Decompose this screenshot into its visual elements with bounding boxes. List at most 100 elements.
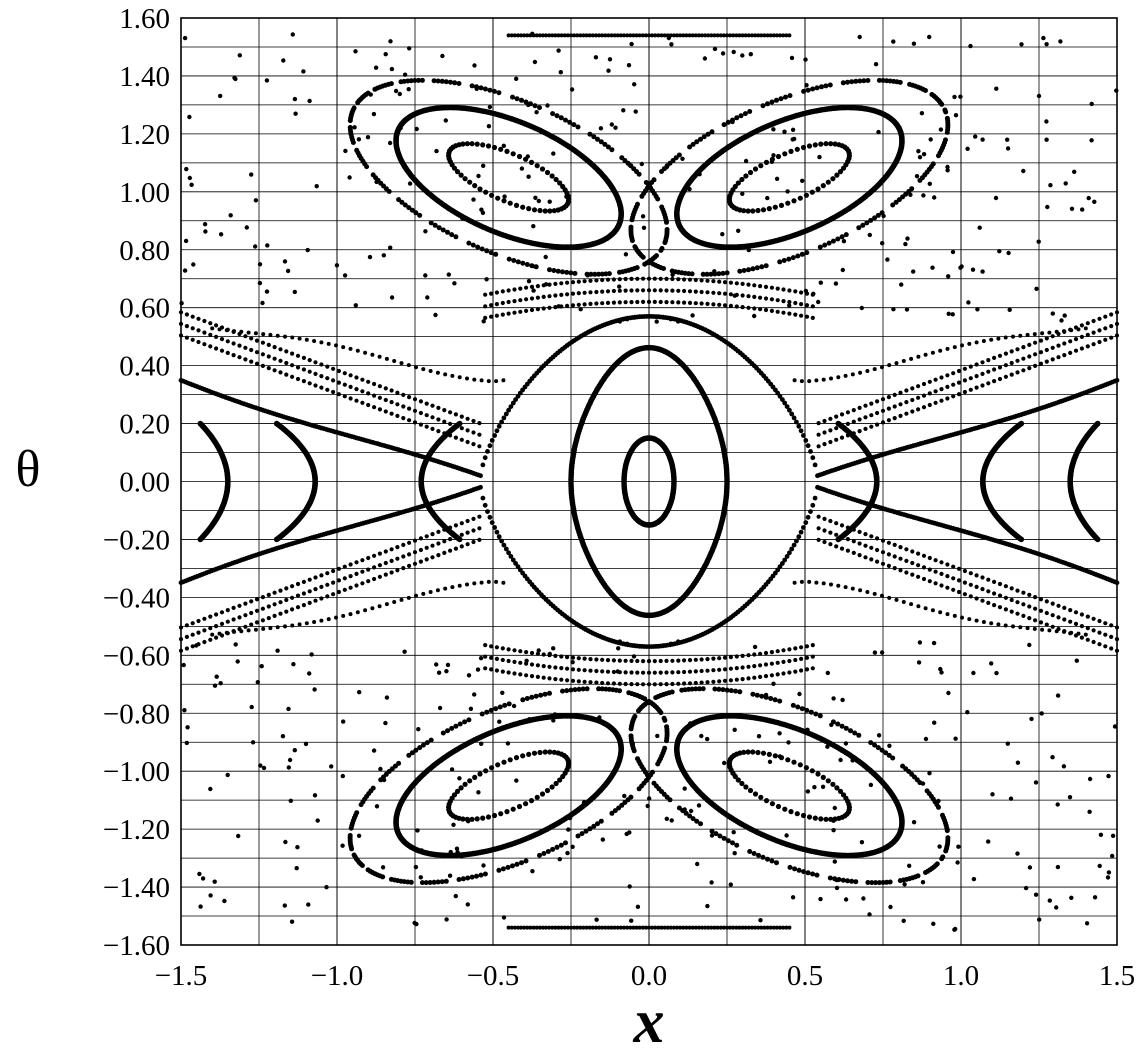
data-point bbox=[992, 603, 997, 608]
data-point bbox=[659, 169, 664, 174]
data-point bbox=[945, 373, 950, 378]
data-point bbox=[782, 151, 788, 157]
data-point bbox=[1011, 334, 1015, 339]
data-point bbox=[775, 286, 780, 291]
data-point bbox=[239, 629, 244, 634]
data-point bbox=[807, 379, 812, 384]
data-point bbox=[830, 238, 836, 244]
data-point bbox=[560, 183, 566, 190]
data-point bbox=[796, 423, 802, 429]
data-point bbox=[1091, 318, 1096, 324]
data-point bbox=[654, 253, 659, 259]
data-point bbox=[428, 369, 433, 373]
data-point bbox=[775, 660, 780, 665]
data-point bbox=[190, 337, 195, 342]
data-point bbox=[442, 419, 447, 424]
data-point bbox=[568, 687, 574, 693]
data-point bbox=[479, 378, 484, 383]
data-point bbox=[1103, 621, 1108, 626]
data-point bbox=[487, 443, 493, 449]
data-point bbox=[424, 534, 429, 539]
data-point bbox=[418, 536, 423, 541]
data-point bbox=[711, 279, 716, 284]
data-point bbox=[1038, 338, 1044, 343]
data-point bbox=[728, 280, 734, 285]
data-point bbox=[1003, 584, 1009, 589]
data-point bbox=[1068, 350, 1073, 355]
data-point bbox=[962, 592, 968, 597]
data-point bbox=[389, 570, 394, 575]
data-point bbox=[1033, 618, 1038, 623]
data-point bbox=[465, 439, 470, 445]
data-point bbox=[670, 300, 675, 305]
data-point bbox=[491, 144, 498, 151]
data-point bbox=[541, 675, 546, 680]
data-point bbox=[243, 601, 248, 606]
data-point bbox=[743, 784, 749, 790]
data-point bbox=[534, 794, 540, 800]
data-point bbox=[805, 443, 811, 449]
data-point bbox=[799, 656, 804, 662]
data-point bbox=[810, 643, 815, 648]
data-point bbox=[372, 553, 377, 558]
data-point bbox=[793, 289, 798, 294]
data-point bbox=[887, 595, 892, 600]
data-point bbox=[503, 546, 509, 552]
data-point bbox=[571, 122, 577, 128]
data-point bbox=[801, 525, 806, 530]
data-point bbox=[765, 101, 770, 107]
data-point bbox=[465, 582, 469, 587]
data-point bbox=[253, 627, 258, 632]
data-point bbox=[661, 315, 666, 320]
data-point bbox=[904, 558, 909, 564]
data-point bbox=[1076, 327, 1081, 332]
data-point bbox=[472, 377, 477, 382]
data-point bbox=[342, 576, 347, 581]
data-point bbox=[478, 473, 483, 479]
data-point bbox=[1109, 634, 1114, 640]
data-point bbox=[407, 395, 412, 400]
data-point bbox=[462, 176, 468, 182]
data-point bbox=[939, 571, 944, 577]
data-point bbox=[809, 189, 815, 195]
data-point bbox=[278, 347, 283, 352]
data-point bbox=[325, 387, 330, 392]
data-point bbox=[615, 734, 622, 741]
data-point bbox=[1047, 330, 1052, 335]
data-point bbox=[647, 314, 651, 319]
data-point bbox=[313, 371, 318, 376]
data-point bbox=[740, 665, 745, 670]
data-point bbox=[547, 282, 552, 287]
data-point bbox=[734, 654, 739, 659]
data-point bbox=[506, 256, 512, 262]
data-point bbox=[775, 649, 780, 654]
data-point bbox=[272, 590, 277, 595]
data-point bbox=[1027, 616, 1032, 621]
data-point bbox=[319, 385, 324, 390]
data-point bbox=[494, 656, 499, 662]
data-point bbox=[295, 593, 301, 598]
data-point bbox=[930, 161, 936, 167]
data-point bbox=[820, 774, 826, 781]
data-point bbox=[301, 591, 306, 596]
data-point bbox=[923, 606, 928, 611]
data-point bbox=[617, 639, 622, 644]
data-point bbox=[319, 596, 324, 601]
data-point bbox=[1018, 625, 1023, 630]
data-point bbox=[857, 553, 862, 558]
data-point bbox=[758, 651, 763, 656]
data-point bbox=[784, 554, 790, 559]
data-point bbox=[377, 574, 382, 579]
data-point bbox=[489, 520, 495, 525]
data-point bbox=[513, 397, 518, 402]
data-point bbox=[520, 697, 526, 703]
data-point bbox=[564, 688, 570, 694]
data-point bbox=[1073, 610, 1079, 615]
data-point bbox=[828, 416, 833, 421]
data-point bbox=[747, 169, 754, 176]
data-point bbox=[489, 644, 494, 649]
data-point bbox=[504, 148, 510, 154]
data-point bbox=[231, 605, 236, 611]
data-point bbox=[482, 455, 488, 461]
data-point bbox=[828, 141, 834, 147]
